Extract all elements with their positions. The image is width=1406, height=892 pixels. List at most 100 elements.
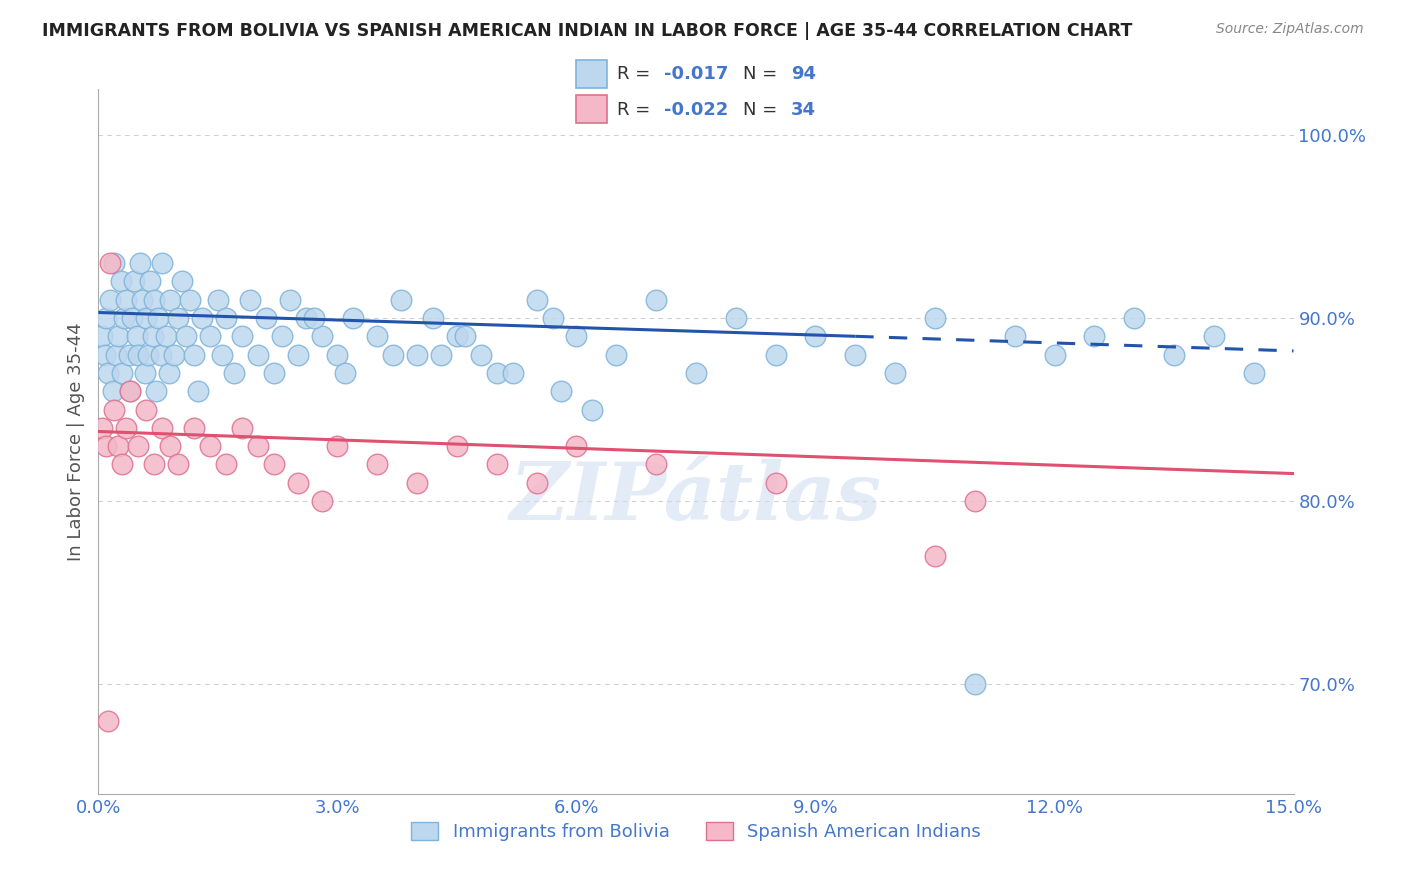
Point xyxy=(163,348,186,362)
Point xyxy=(1004,329,1026,343)
Point xyxy=(143,458,166,472)
Point xyxy=(150,421,173,435)
Point xyxy=(183,348,205,362)
Point xyxy=(335,366,357,380)
Point xyxy=(311,494,333,508)
Point xyxy=(884,366,907,380)
Point xyxy=(155,329,177,343)
Point xyxy=(963,677,986,691)
Point xyxy=(294,310,316,325)
Point xyxy=(111,366,134,380)
Point xyxy=(326,439,349,453)
Point xyxy=(389,293,412,307)
Point xyxy=(124,274,146,288)
Point xyxy=(159,293,181,307)
Point xyxy=(246,348,269,362)
Point xyxy=(454,329,477,343)
Point xyxy=(765,475,787,490)
Point xyxy=(174,329,197,343)
Point xyxy=(128,256,150,270)
Point xyxy=(207,293,229,307)
Point xyxy=(115,421,138,435)
Point xyxy=(382,348,405,362)
Point xyxy=(111,458,134,472)
Point xyxy=(366,458,388,472)
Point xyxy=(550,384,572,399)
Text: Source: ZipAtlas.com: Source: ZipAtlas.com xyxy=(1216,22,1364,37)
Point xyxy=(924,549,946,563)
Point xyxy=(191,310,214,325)
Point xyxy=(1163,348,1185,362)
Point xyxy=(406,348,429,362)
Point xyxy=(179,293,201,307)
Text: 94: 94 xyxy=(790,65,815,83)
Point xyxy=(422,310,444,325)
Point xyxy=(446,439,468,453)
Point xyxy=(98,293,122,307)
Point xyxy=(91,329,114,343)
Point xyxy=(167,310,190,325)
Point xyxy=(127,348,149,362)
Point xyxy=(1202,329,1225,343)
Point xyxy=(581,402,603,417)
Point xyxy=(270,329,292,343)
Point xyxy=(1083,329,1105,343)
Point xyxy=(121,310,143,325)
Point xyxy=(135,402,157,417)
Point xyxy=(142,329,165,343)
Text: N =: N = xyxy=(744,101,783,119)
Point xyxy=(101,384,124,399)
Text: N =: N = xyxy=(744,65,783,83)
Point xyxy=(502,366,524,380)
Point xyxy=(685,366,707,380)
Point xyxy=(172,274,194,288)
Point xyxy=(485,366,508,380)
Point xyxy=(406,475,429,490)
Point xyxy=(645,458,668,472)
Point xyxy=(136,348,159,362)
Point xyxy=(278,293,301,307)
Point xyxy=(139,274,162,288)
Point xyxy=(183,421,205,435)
Point xyxy=(231,329,253,343)
Point xyxy=(211,348,233,362)
Point xyxy=(110,274,132,288)
Point xyxy=(565,439,588,453)
Point xyxy=(302,310,325,325)
Point xyxy=(187,384,209,399)
Point xyxy=(97,714,120,728)
Point xyxy=(103,256,125,270)
Legend: Immigrants from Bolivia, Spanish American Indians: Immigrants from Bolivia, Spanish America… xyxy=(404,814,988,848)
Point xyxy=(104,348,127,362)
Point xyxy=(263,458,285,472)
Point xyxy=(446,329,468,343)
Point xyxy=(605,348,627,362)
Point xyxy=(254,310,277,325)
Point xyxy=(526,293,548,307)
Point xyxy=(107,329,129,343)
Point xyxy=(198,329,221,343)
Point xyxy=(215,458,238,472)
Text: -0.022: -0.022 xyxy=(665,101,728,119)
Point xyxy=(148,310,170,325)
FancyBboxPatch shape xyxy=(576,60,607,87)
Point xyxy=(91,421,114,435)
Point xyxy=(96,310,118,325)
Point xyxy=(222,366,245,380)
Point xyxy=(239,293,262,307)
Point xyxy=(135,310,157,325)
Point xyxy=(167,458,190,472)
Point xyxy=(963,494,986,508)
Point xyxy=(231,421,253,435)
Text: IMMIGRANTS FROM BOLIVIA VS SPANISH AMERICAN INDIAN IN LABOR FORCE | AGE 35-44 CO: IMMIGRANTS FROM BOLIVIA VS SPANISH AMERI… xyxy=(42,22,1133,40)
Text: -0.017: -0.017 xyxy=(665,65,728,83)
Point xyxy=(198,439,221,453)
Y-axis label: In Labor Force | Age 35-44: In Labor Force | Age 35-44 xyxy=(66,322,84,561)
Text: ZIPátlas: ZIPátlas xyxy=(510,459,882,537)
Point xyxy=(94,348,117,362)
Point xyxy=(150,256,173,270)
Point xyxy=(526,475,548,490)
Point xyxy=(645,293,668,307)
Text: R =: R = xyxy=(617,65,655,83)
Point xyxy=(565,329,588,343)
